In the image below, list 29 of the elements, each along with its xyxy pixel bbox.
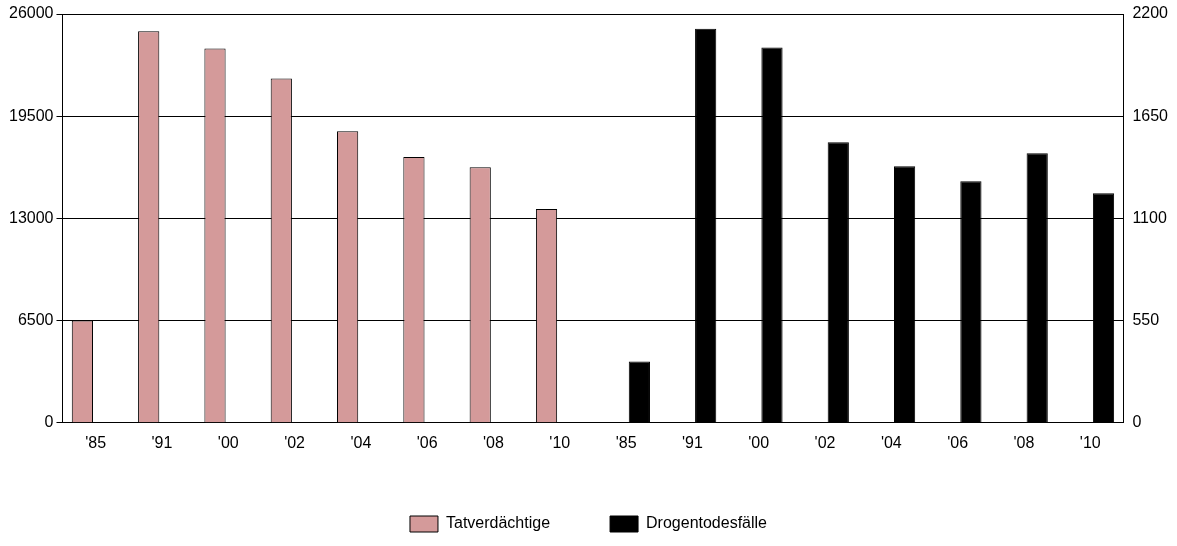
x-tick-label: '00 xyxy=(217,433,239,451)
x-tick-label: '91 xyxy=(151,433,173,451)
x-tick-label: '85 xyxy=(85,433,107,451)
x-tick-label: '04 xyxy=(880,433,902,451)
x-tick-label: '02 xyxy=(814,433,836,451)
x-tick-label: '08 xyxy=(483,433,505,451)
y-tick-label: 13000 xyxy=(8,208,54,226)
x-tick-label: '85 xyxy=(615,433,637,451)
x-tick-label: '10 xyxy=(549,433,571,451)
legend-label: Drogentodesfälle xyxy=(646,514,768,532)
x-tick-label: '10 xyxy=(1079,433,1101,451)
y2-tick-label: 1100 xyxy=(1132,208,1167,226)
y-tick-label: 19500 xyxy=(8,106,54,124)
y2-tick-label: 1650 xyxy=(1132,106,1169,124)
y-tick-label: 6500 xyxy=(17,311,54,329)
y-tick-label: 26000 xyxy=(8,4,54,22)
y2-tick-label: 0 xyxy=(1132,413,1142,431)
x-tick-label: '04 xyxy=(350,433,372,451)
x-tick-label: '08 xyxy=(1013,433,1035,451)
y2-tick-label: 550 xyxy=(1132,311,1160,329)
x-tick-label: '91 xyxy=(681,433,703,451)
x-tick-label: '02 xyxy=(284,433,306,451)
x-tick-label: '06 xyxy=(416,433,438,451)
bar xyxy=(628,361,650,423)
x-tick-label: '00 xyxy=(748,433,770,451)
y2-tick-label: 2200 xyxy=(1132,4,1169,22)
y-tick-label: 0 xyxy=(44,413,54,431)
x-tick-label: '06 xyxy=(947,433,969,451)
legend-label: Tatverdächtige xyxy=(445,514,551,532)
